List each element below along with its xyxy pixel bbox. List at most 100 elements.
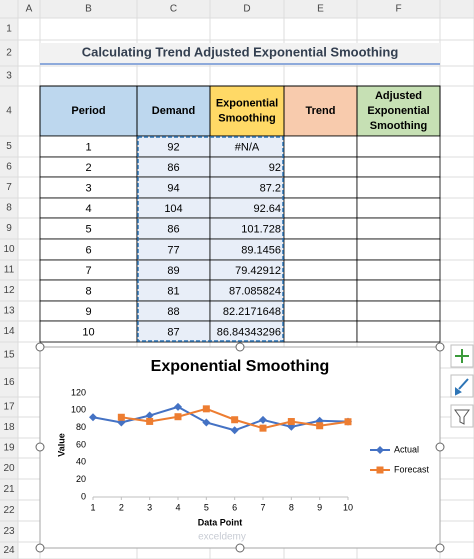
data-point — [231, 416, 239, 424]
header-text: Exponential — [367, 105, 429, 117]
row-header[interactable]: 3 — [6, 71, 12, 82]
resize-handle[interactable] — [435, 342, 445, 352]
cell[interactable] — [356, 238, 441, 261]
row-header[interactable]: 1 — [6, 24, 12, 35]
x-tick-label: 7 — [260, 502, 265, 512]
cell-text: 86 — [167, 162, 179, 174]
header-text: Smoothing — [370, 120, 427, 132]
title-band — [40, 43, 440, 63]
column-header[interactable]: C — [170, 4, 177, 15]
header-text: Adjusted — [375, 90, 422, 102]
cell[interactable] — [356, 217, 441, 240]
row-header[interactable]: 21 — [3, 484, 15, 495]
cell[interactable] — [283, 217, 358, 240]
row-header[interactable]: 4 — [6, 106, 12, 117]
cell[interactable] — [283, 156, 358, 178]
column-header[interactable]: E — [317, 4, 324, 15]
cell-text: 7 — [85, 265, 91, 277]
row-header[interactable]: 7 — [6, 182, 12, 193]
row-header[interactable]: 12 — [3, 285, 15, 296]
cell[interactable] — [283, 300, 358, 322]
cell[interactable] — [356, 176, 441, 199]
row-header[interactable]: 11 — [4, 265, 15, 276]
column-header[interactable]: D — [243, 4, 250, 15]
row-header[interactable]: 5 — [6, 141, 12, 152]
row-header[interactable]: 16 — [3, 377, 15, 388]
row-header[interactable]: 23 — [3, 526, 15, 537]
resize-handle[interactable] — [35, 342, 45, 352]
cell[interactable] — [356, 135, 441, 158]
row-header[interactable]: 9 — [6, 223, 12, 234]
cell[interactable] — [283, 238, 358, 261]
chart-frame[interactable] — [39, 346, 441, 549]
watermark: exceldemy — [198, 532, 246, 543]
data-point — [202, 418, 211, 427]
cell[interactable] — [356, 320, 441, 343]
data-point — [117, 413, 125, 421]
table: Period Demand Exponential Smoothing Trend Adj… — [39, 85, 441, 343]
legend-label[interactable]: Actual — [394, 444, 419, 454]
legend-marker — [376, 446, 384, 454]
row-header[interactable]: 18 — [3, 422, 15, 433]
cell[interactable] — [356, 156, 441, 178]
cell-text: 87.085824 — [229, 285, 281, 297]
chart-filters-button[interactable] — [450, 404, 474, 428]
cell[interactable] — [356, 197, 441, 219]
y-tick-label: 60 — [76, 439, 86, 449]
cell[interactable] — [356, 259, 441, 281]
cell-text: 86 — [167, 223, 179, 235]
row-header[interactable]: 6 — [6, 162, 12, 173]
row-header[interactable]: 20 — [3, 463, 15, 474]
row-header[interactable]: 19 — [3, 443, 15, 454]
row-header[interactable]: 2 — [6, 48, 12, 59]
column-header[interactable]: F — [395, 4, 401, 15]
row-header[interactable]: 14 — [3, 326, 15, 337]
cell-text: 104 — [164, 203, 182, 215]
resize-handle[interactable] — [235, 342, 245, 352]
cell-text: 88 — [167, 306, 179, 318]
resize-handle[interactable] — [35, 543, 45, 553]
y-axis-title: Value — [56, 433, 66, 457]
column-header[interactable]: A — [26, 4, 33, 15]
y-tick-label: 0 — [81, 491, 86, 501]
cell[interactable] — [283, 197, 358, 219]
data-point — [174, 402, 182, 411]
cell[interactable] — [283, 320, 358, 343]
data-point — [344, 418, 352, 426]
cell[interactable] — [356, 279, 441, 302]
row-header[interactable]: 22 — [3, 505, 15, 516]
sheet-title: Calculating Trend Adjusted Exponential S… — [82, 44, 399, 59]
row-header[interactable]: 24 — [3, 545, 15, 556]
cell-text: 89 — [167, 265, 179, 277]
row-header[interactable]: 13 — [3, 306, 15, 317]
cell[interactable] — [283, 279, 358, 302]
y-tick-label: 20 — [76, 474, 86, 484]
header-cell — [209, 85, 285, 137]
legend-label[interactable]: Forecast — [394, 464, 430, 474]
x-tick-label: 4 — [175, 502, 180, 512]
data-point — [202, 405, 210, 413]
chart-tools — [450, 344, 474, 428]
column-header[interactable]: B — [85, 4, 92, 15]
header-cell — [356, 85, 441, 137]
legend-marker — [376, 466, 384, 474]
resize-handle[interactable] — [235, 543, 245, 553]
row-header[interactable]: 17 — [3, 402, 15, 413]
data-point — [259, 424, 267, 432]
y-tick-label: 80 — [76, 422, 86, 432]
cell[interactable] — [283, 259, 358, 281]
cell-text: 87.2 — [260, 182, 281, 194]
row-header[interactable]: 8 — [6, 203, 12, 214]
x-tick-label: 10 — [343, 502, 353, 512]
cell-text: 5 — [85, 223, 91, 235]
resize-handle[interactable] — [435, 543, 445, 553]
resize-handle[interactable] — [435, 442, 445, 452]
cell[interactable] — [356, 300, 441, 322]
resize-handle[interactable] — [35, 442, 45, 452]
row-header[interactable]: 15 — [3, 350, 15, 361]
cell[interactable] — [283, 135, 358, 158]
row-header[interactable]: 10 — [3, 244, 15, 255]
cell[interactable] — [283, 176, 358, 199]
